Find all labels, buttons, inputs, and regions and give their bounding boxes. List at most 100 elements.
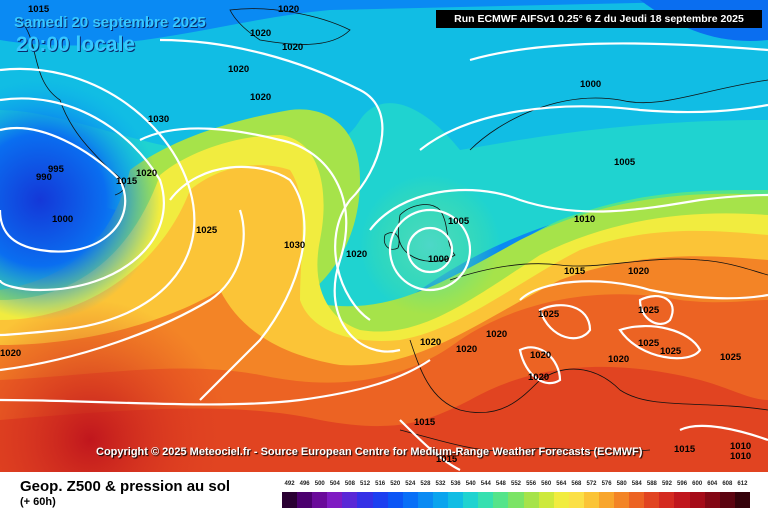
isobar-line: [0, 97, 165, 292]
isobar-label: 1000: [52, 214, 73, 225]
isobar-label: 1015: [564, 266, 586, 277]
mediterranean-coast: [409, 339, 768, 414]
isobar-label: 1015: [674, 444, 696, 455]
isobar-label: 1020: [282, 42, 303, 53]
scale-swatch: [704, 492, 720, 508]
isobar-labels: 1015 1020 1020 1020 1020 1000 1020 1005 …: [0, 4, 751, 465]
scale-label: 564: [556, 481, 567, 487]
scale-label: 568: [571, 481, 582, 487]
product-title: Geop. Z500 & pression au sol: [20, 478, 231, 495]
isobar-label: 1005: [614, 157, 636, 168]
isobar-line: [139, 127, 401, 353]
isobar-label: 1020: [136, 168, 157, 179]
scale-label: 556: [526, 481, 537, 487]
scale-swatch: [598, 492, 615, 508]
scale-swatch: [644, 492, 660, 508]
isobar-label: 1005: [448, 216, 470, 227]
isobar-label: 1010: [730, 451, 751, 462]
scale-swatch: [357, 492, 373, 508]
isobar-line: [0, 209, 245, 372]
isobar-label: 1020: [528, 372, 549, 383]
scale-swatch: [372, 492, 388, 508]
isobar-high-ring: [518, 346, 562, 385]
isobar-label: 1000: [580, 79, 601, 90]
scale-label: 540: [465, 481, 476, 487]
scale-label: 528: [420, 481, 431, 487]
scale-swatch: [387, 492, 403, 508]
scale-label: 532: [435, 481, 446, 487]
scale-swatch: [417, 492, 433, 508]
isobar-label: 1025: [720, 352, 742, 363]
model-run-info: Run ECMWF AIFSv1 0.25° 6 Z du Jeudi 18 s…: [436, 10, 762, 28]
isobar-low-ring: [406, 226, 454, 274]
scale-swatch: [297, 492, 313, 508]
scale-label: 512: [360, 481, 371, 487]
color-scale-labels: 492 496 500 504 508 512 516 520 524 528 532 536 540 5…: [282, 481, 750, 491]
isobar-label: 1025: [638, 305, 660, 316]
scale-label: 516: [375, 481, 386, 487]
isobar-label: 1020: [250, 92, 271, 103]
isobar-label: 1025: [538, 309, 560, 320]
isobar-label: 1020: [346, 249, 367, 260]
scandinavia-coast: [469, 79, 768, 151]
isobar-line: [679, 424, 768, 442]
isobar-line: [469, 42, 768, 62]
scale-swatch: [327, 492, 343, 508]
scale-swatch: [538, 492, 554, 508]
scale-swatch: [463, 492, 479, 508]
scale-label: 552: [510, 481, 522, 487]
isobar-label: 1010: [574, 214, 595, 225]
isobar-label: 1020: [278, 4, 299, 15]
scale-swatch: [674, 492, 690, 508]
forecast-local-time: 20:00 locale: [16, 33, 136, 56]
scale-swatch: [523, 492, 539, 508]
coastlines: [19, 8, 768, 452]
scale-swatch: [659, 492, 675, 508]
isobar-label: 1025: [638, 338, 660, 349]
isobar-line: [399, 419, 461, 471]
isobar-label: 1015: [116, 176, 138, 187]
forecast-date: Samedi 20 septembre 2025: [14, 14, 206, 31]
isobars: [0, 38, 768, 471]
iceland-outline: [229, 8, 351, 45]
lead-time: (+ 60h): [20, 496, 56, 508]
scale-label: 508: [344, 481, 355, 487]
isobar-label: 1000: [428, 254, 449, 265]
isobar-label: 1030: [148, 114, 169, 125]
scale-swatch: [614, 492, 630, 508]
scale-label: 572: [586, 481, 597, 487]
scale-label: 548: [495, 481, 506, 487]
isobar-label: 1015: [436, 454, 458, 465]
isobar-line: [0, 359, 431, 406]
weather-map: 1015 1020 1020 1020 1020 1000 1020 1005 …: [0, 0, 768, 472]
scale-swatch: [282, 492, 298, 508]
scale-swatch: [448, 492, 464, 508]
isobar-line: [419, 103, 768, 151]
britain-outline: [397, 204, 456, 262]
isobar-line: [369, 188, 768, 231]
field-southwest-heat: [0, 0, 768, 472]
scale-swatch: [342, 492, 358, 508]
scale-swatch: [583, 492, 599, 508]
scale-label: 576: [601, 481, 612, 487]
isobar-high-ring: [618, 325, 702, 360]
scale-swatch: [312, 492, 328, 508]
scale-swatch: [493, 492, 509, 508]
isobar-label: 1020: [250, 28, 271, 39]
isobar-line: [0, 127, 127, 253]
scale-swatch: [568, 492, 584, 508]
scale-swatch: [629, 492, 645, 508]
isobar-label: 1020: [420, 337, 441, 348]
isobar-label: 1020: [456, 344, 477, 355]
isobar-label: 1020: [228, 64, 249, 75]
scale-swatch: [432, 492, 449, 508]
scale-label: 520: [390, 481, 401, 487]
isobar-label: 1020: [628, 266, 649, 277]
greenland-coast: [19, 19, 125, 196]
scale-swatch: [719, 492, 735, 508]
africa-north-coast: [399, 429, 651, 452]
isobar-label: 1010: [730, 441, 751, 452]
scale-label: 612: [737, 481, 748, 487]
scale-label: 596: [677, 481, 688, 487]
isobar-label: 1025: [196, 225, 218, 236]
